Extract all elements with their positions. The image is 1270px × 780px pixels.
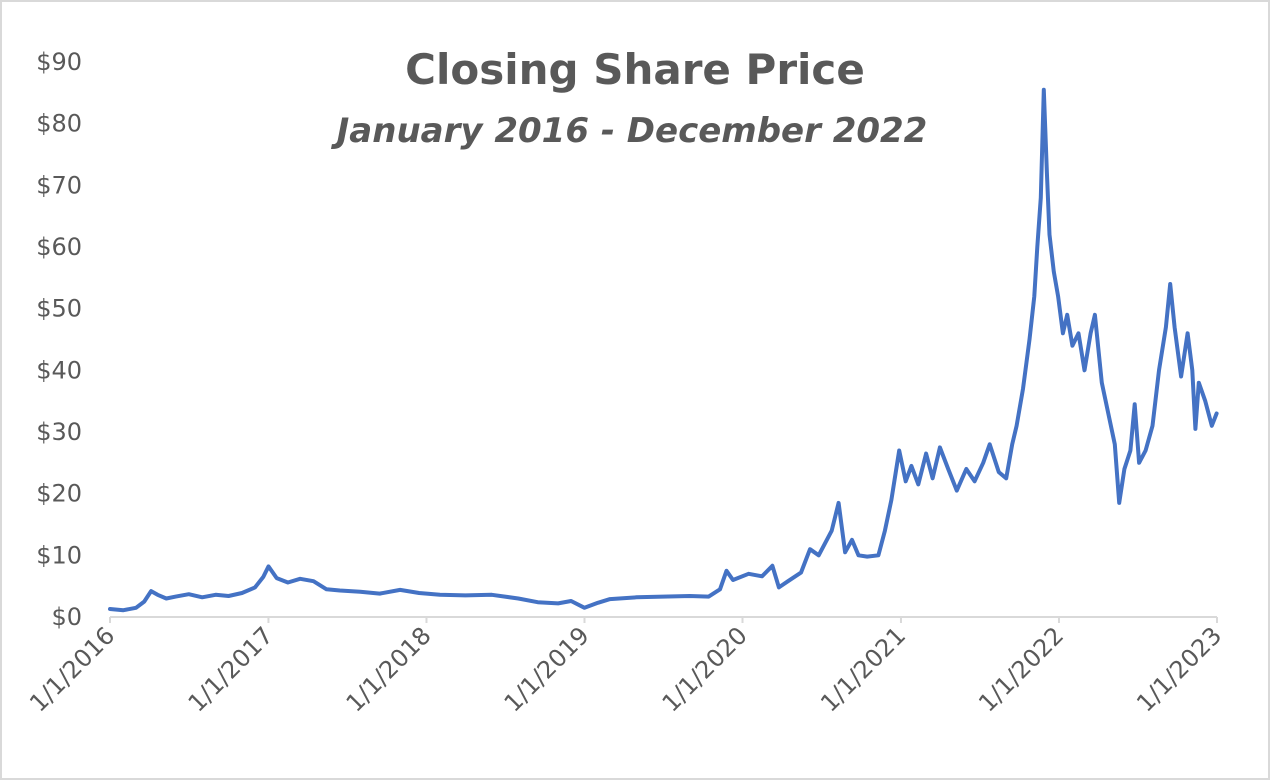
y-tick-label: $40 <box>36 356 82 384</box>
x-tick-label: 1/1/2016 <box>24 621 120 717</box>
x-tick-label: 1/1/2018 <box>341 621 437 717</box>
y-tick-label: $50 <box>36 295 82 323</box>
x-tick-label: 1/1/2019 <box>499 621 595 717</box>
y-tick-label: $0 <box>51 603 82 631</box>
x-axis: 1/1/2016 1/1/2017 1/1/2018 1/1/2019 1/1/2020… <box>24 621 1227 717</box>
series-line <box>108 87 1219 613</box>
x-tick-label: 1/1/2022 <box>973 621 1069 717</box>
y-tick-label: $30 <box>36 418 82 446</box>
x-axis-tick-marks <box>109 617 1218 623</box>
y-tick-label: $90 <box>36 48 82 76</box>
chart-subtitle: January 2016 - December 2022 <box>331 111 928 151</box>
y-tick-label: $20 <box>36 480 82 508</box>
y-tick-label: $10 <box>36 541 82 569</box>
x-tick-label: 1/1/2020 <box>657 621 753 717</box>
chart-title: Closing Share Price <box>405 45 865 94</box>
x-tick-label: 1/1/2017 <box>183 621 279 717</box>
y-tick-label: $60 <box>36 233 82 261</box>
x-tick-label: 1/1/2021 <box>815 621 911 717</box>
y-tick-label: $80 <box>36 110 82 138</box>
y-axis: $0 $10 $20 $30 $40 $50 $60 $70 $80 $90 <box>36 48 82 631</box>
y-tick-label: $70 <box>36 171 82 199</box>
x-tick-label: 1/1/2023 <box>1131 621 1227 717</box>
